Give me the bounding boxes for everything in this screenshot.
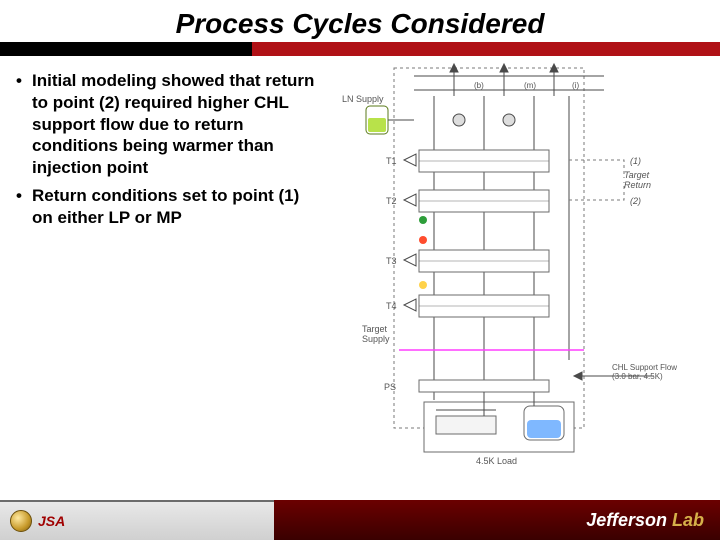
label-top-m: (m): [524, 81, 536, 90]
label-top-i: (i): [572, 81, 579, 90]
dot-t2: [419, 216, 427, 224]
content-area: Initial modeling showed that return to p…: [0, 56, 720, 486]
bullet-item: Return conditions set to point (1) on ei…: [14, 185, 316, 229]
bullet-list: Initial modeling showed that return to p…: [14, 70, 316, 228]
strip-red: [252, 42, 720, 56]
title-area: Process Cycles Considered: [0, 0, 720, 42]
bullet-column: Initial modeling showed that return to p…: [14, 70, 324, 486]
label-annot1: (1): [630, 156, 641, 166]
label-t2: T2: [386, 196, 397, 206]
jlab-logo-accent: Lab: [672, 510, 704, 530]
label-load: 4.5K Load: [476, 456, 517, 466]
diagram-column: (b) (m) (i) LN Supply: [324, 70, 706, 486]
label-target-return: Target Return: [624, 170, 652, 190]
process-diagram: (b) (m) (i) LN Supply: [324, 60, 704, 480]
label-t4: T4: [386, 301, 397, 311]
return-dashes: [569, 160, 624, 200]
dot-t4: [419, 281, 427, 289]
top-header: [414, 64, 604, 96]
strip-black: [0, 42, 252, 56]
bottom-plate: [419, 380, 549, 392]
label-t1: T1: [386, 156, 397, 166]
label-ps: PS: [384, 382, 396, 392]
jlab-logo-pre: Jefferson: [586, 510, 672, 530]
label-t3: T3: [386, 256, 397, 266]
divider-strip: [0, 42, 720, 56]
jsa-logo: JSA: [38, 513, 65, 529]
dot-t3: [419, 236, 427, 244]
bullet-item: Initial modeling showed that return to p…: [14, 70, 316, 179]
coldbox-outline: [394, 68, 584, 428]
footer-bar: JSA Jefferson Lab: [0, 500, 720, 540]
trunks: [434, 96, 569, 400]
label-ln-supply: LN Supply: [342, 94, 384, 104]
footer-left: JSA: [0, 500, 274, 540]
jlab-logo: Jefferson Lab: [586, 510, 704, 531]
label-chl: CHL Support Flow (3.0 bar, 4.5K): [612, 363, 679, 381]
label-top-b: (b): [474, 81, 484, 90]
label-target-supply: Target Supply: [362, 324, 390, 344]
doe-seal-icon: [10, 510, 32, 532]
ln-supply-vessel: [366, 106, 414, 134]
load-group: [424, 392, 574, 452]
page-title: Process Cycles Considered: [0, 8, 720, 40]
footer-right: Jefferson Lab: [274, 500, 720, 540]
expanders: [404, 154, 416, 311]
label-annot2: (2): [630, 196, 641, 206]
